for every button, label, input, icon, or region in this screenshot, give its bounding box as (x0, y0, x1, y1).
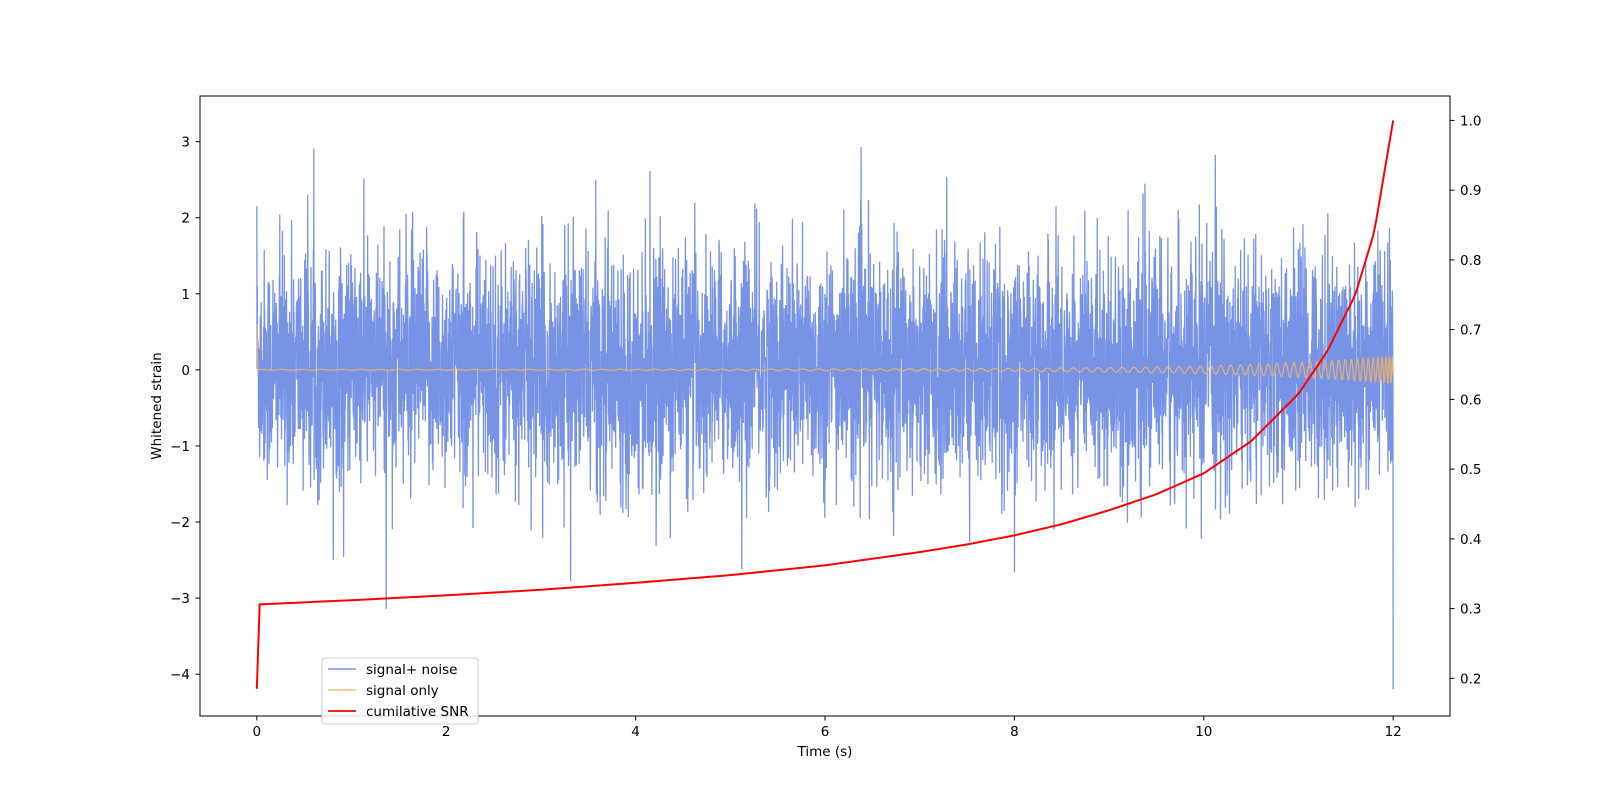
y-axis-right: 0.2 0.3 0.4 0.5 0.6 0.7 0.8 0.9 1.0 (1450, 113, 1481, 687)
y2-tick-label: 0.5 (1460, 462, 1481, 478)
y-tick-label: −4 (170, 667, 190, 683)
y-axis-label: Whitened strain (149, 352, 165, 459)
legend-label-signal-only: signal only (366, 683, 439, 699)
x-tick-label: 4 (631, 724, 640, 740)
y2-tick-label: 0.7 (1460, 323, 1481, 339)
x-tick-label: 0 (253, 724, 262, 740)
y-tick-label: −1 (170, 439, 190, 455)
legend: signal+ noise signal only cumilative SNR (321, 657, 479, 725)
x-tick-label: 12 (1385, 724, 1402, 740)
y2-tick-label: 0.2 (1460, 671, 1481, 687)
x-tick-label: 2 (442, 724, 451, 740)
x-axis-label: Time (s) (797, 744, 853, 760)
series-signal-only (256, 324, 1394, 385)
y-tick-label: 2 (181, 211, 190, 227)
legend-label-cumulative-snr: cumilative SNR (366, 704, 469, 720)
y2-tick-label: 0.3 (1460, 602, 1481, 618)
x-axis: 0 2 4 6 8 10 12 (253, 716, 1402, 740)
x-tick-label: 10 (1195, 724, 1212, 740)
y-tick-label: 0 (181, 363, 190, 379)
y2-tick-label: 0.4 (1460, 532, 1481, 548)
series-layer (255, 120, 1395, 690)
y-tick-label: −2 (170, 515, 190, 531)
y2-tick-label: 1.0 (1460, 113, 1481, 129)
series-signal-noise (256, 147, 1394, 690)
series-cumulative-snr (255, 120, 1395, 689)
y2-tick-label: 0.8 (1460, 253, 1481, 269)
legend-label-signal-noise: signal+ noise (366, 662, 457, 678)
x-tick-label: 6 (821, 724, 830, 740)
legend-box (321, 657, 479, 725)
y-tick-label: 3 (181, 135, 190, 151)
y-axis-left: −4 −3 −2 −1 0 1 2 3 (170, 135, 200, 683)
y2-tick-label: 0.9 (1460, 183, 1481, 199)
y-tick-label: 1 (181, 287, 190, 303)
x-tick-label: 8 (1010, 724, 1019, 740)
y2-tick-label: 0.6 (1460, 392, 1481, 408)
y-tick-label: −3 (170, 591, 190, 607)
